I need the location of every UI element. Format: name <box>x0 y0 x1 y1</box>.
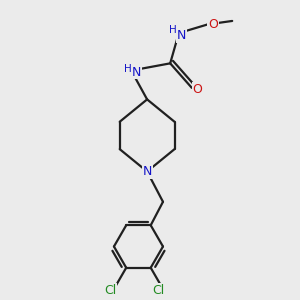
Text: N: N <box>132 65 141 79</box>
Text: H: H <box>124 64 132 74</box>
Text: N: N <box>142 165 152 178</box>
Text: Cl: Cl <box>152 284 164 297</box>
Text: H: H <box>169 25 176 35</box>
Text: N: N <box>177 29 186 42</box>
Text: O: O <box>208 18 218 31</box>
Text: O: O <box>193 83 202 96</box>
Text: Cl: Cl <box>104 284 116 297</box>
